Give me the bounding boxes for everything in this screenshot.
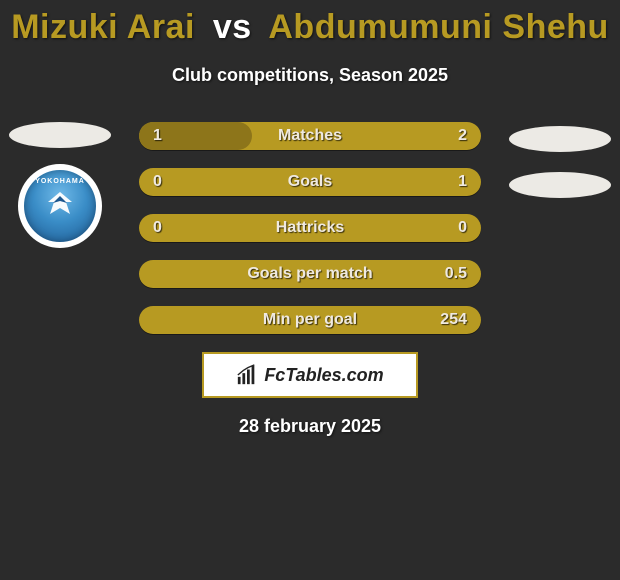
player-left-silhouette bbox=[9, 122, 111, 148]
stats-bars: 1 Matches 2 0 Goals 1 0 Hattricks 0 Goals per mat… bbox=[139, 122, 481, 334]
right-logo-column bbox=[500, 122, 620, 198]
stat-value-right: 0.5 bbox=[445, 265, 467, 283]
stat-label: Goals bbox=[288, 173, 332, 191]
comparison-title: Mizuki Arai vs Abdumumuni Shehu bbox=[0, 0, 620, 47]
club-badge-bird-icon bbox=[40, 186, 80, 226]
stat-label: Matches bbox=[278, 127, 342, 145]
stat-row: Goals per match 0.5 bbox=[139, 260, 481, 288]
stat-row: 0 Goals 1 bbox=[139, 168, 481, 196]
vs-text: vs bbox=[213, 8, 252, 46]
stat-value-right: 0 bbox=[458, 219, 467, 237]
stat-value-right: 2 bbox=[458, 127, 467, 145]
club-badge-text: YOKOHAMA bbox=[35, 178, 85, 185]
stat-label: Min per goal bbox=[263, 311, 357, 329]
stat-value-left: 0 bbox=[153, 219, 162, 237]
subtitle: Club competitions, Season 2025 bbox=[0, 65, 620, 86]
stat-label: Goals per match bbox=[247, 265, 372, 283]
stats-area: YOKOHAMA 1 Matches 2 0 Goals 1 0 Hattricks 0 Goal… bbox=[0, 122, 620, 334]
stat-row: Min per goal 254 bbox=[139, 306, 481, 334]
player-right-name: Abdumumuni Shehu bbox=[268, 8, 608, 46]
club-badge-left: YOKOHAMA bbox=[18, 164, 102, 248]
brand-text: FcTables.com bbox=[264, 365, 383, 386]
player-left-name: Mizuki Arai bbox=[11, 8, 195, 46]
stat-value-right: 1 bbox=[458, 173, 467, 191]
brand-chart-icon bbox=[236, 364, 258, 386]
left-logo-column: YOKOHAMA bbox=[0, 122, 120, 248]
footer-date: 28 february 2025 bbox=[0, 416, 620, 437]
stat-row: 1 Matches 2 bbox=[139, 122, 481, 150]
stat-value-left: 0 bbox=[153, 173, 162, 191]
player-right-silhouette bbox=[509, 126, 611, 152]
stat-value-right: 254 bbox=[440, 311, 467, 329]
club-badge-right-placeholder bbox=[509, 172, 611, 198]
stat-row: 0 Hattricks 0 bbox=[139, 214, 481, 242]
brand-box[interactable]: FcTables.com bbox=[202, 352, 418, 398]
stat-value-left: 1 bbox=[153, 127, 162, 145]
stat-label: Hattricks bbox=[276, 219, 344, 237]
